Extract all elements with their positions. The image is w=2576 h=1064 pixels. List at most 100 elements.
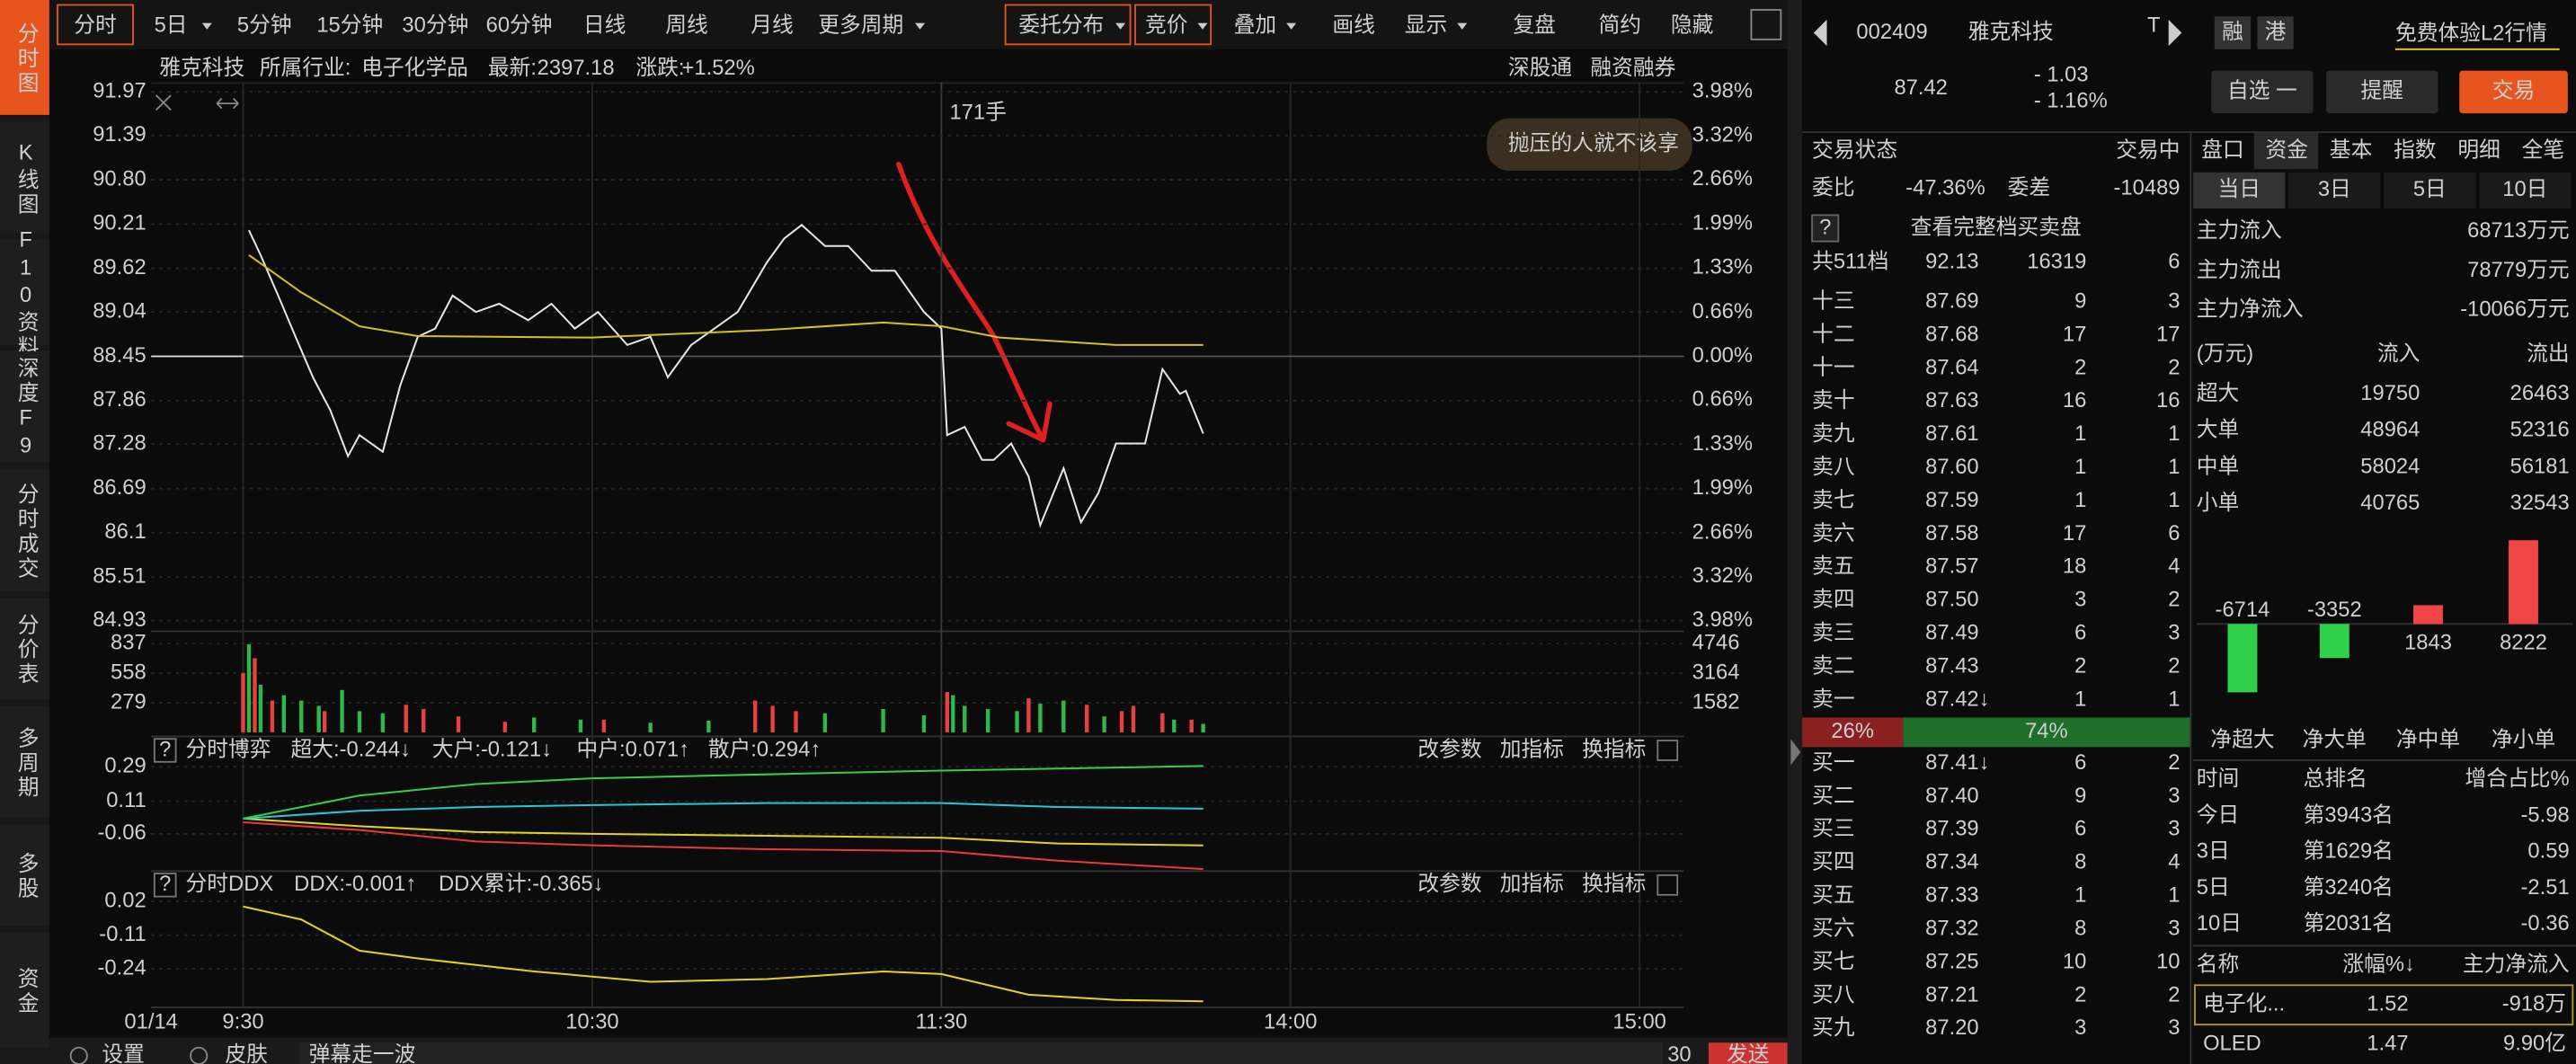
label[interactable]: 发送 <box>1727 1042 1770 1064</box>
prev-arrow[interactable] <box>1813 19 1827 47</box>
label[interactable]: 盘口 <box>2201 137 2244 162</box>
label: 所属行业: <box>260 56 351 80</box>
label[interactable]: 融资融券 <box>1590 56 1675 80</box>
panel-tool[interactable]: 改参数 <box>1417 737 1482 761</box>
net-bar <box>2509 540 2538 625</box>
toolbar-active[interactable] <box>57 4 134 46</box>
toolbar-item[interactable]: 委托分布 <box>1018 13 1104 38</box>
sidebar-tab-label[interactable]: K线图 <box>13 140 38 217</box>
label: 17 <box>2063 322 2086 346</box>
sidebar-tab[interactable] <box>0 239 49 345</box>
sidebar-tab-label[interactable]: 分价表 <box>13 613 39 687</box>
sidebar-tab[interactable] <box>0 469 49 591</box>
quote-button[interactable] <box>2326 70 2438 114</box>
toolbar-item[interactable]: 显示 <box>1405 13 1448 38</box>
y2-tick-label: 2.66% <box>1692 519 1753 544</box>
sidebar-tab-label[interactable]: F10资料 <box>13 228 39 360</box>
selected-row[interactable] <box>2194 984 2574 1026</box>
toolbar-item[interactable]: 竞价 <box>1145 13 1188 38</box>
send-button[interactable] <box>1708 1042 1788 1064</box>
sidebar-tab[interactable] <box>0 121 49 234</box>
label[interactable]: 明细 <box>2457 137 2500 162</box>
toolbar-item[interactable]: 15分钟 <box>316 13 383 38</box>
help-icon[interactable] <box>1811 214 1840 243</box>
sidebar-tab-label[interactable]: 多股 <box>13 852 39 901</box>
label[interactable]: 5日 <box>2413 177 2447 201</box>
period-tab[interactable] <box>2479 172 2572 209</box>
toolbar-active[interactable] <box>1134 4 1212 46</box>
quote-button[interactable] <box>2211 70 2314 114</box>
sidebar-tab[interactable] <box>0 705 49 818</box>
toolbar-item[interactable]: 叠加 <box>1234 13 1277 38</box>
toolbar-item[interactable]: 30分钟 <box>402 13 468 38</box>
toolbar-item[interactable]: 简约 <box>1598 13 1641 38</box>
toolbar-active[interactable] <box>1004 4 1132 46</box>
help-icon[interactable] <box>153 738 177 763</box>
toolbar-item[interactable]: 隐藏 <box>1671 13 1714 38</box>
label: T <box>2147 13 2161 38</box>
sidebar-tab[interactable] <box>0 0 49 115</box>
label[interactable]: 提醒 <box>2361 79 2404 103</box>
sidebar-tab-label[interactable]: 分时成交 <box>13 483 39 581</box>
label[interactable]: 皮肤 <box>225 1042 268 1064</box>
toolbar-item[interactable]: 月线 <box>751 13 794 38</box>
toolbar-item[interactable]: 画线 <box>1332 13 1375 38</box>
tab-active[interactable] <box>2253 133 2319 170</box>
label[interactable]: 交易 <box>2492 79 2536 103</box>
label[interactable]: 设置 <box>102 1042 145 1064</box>
label[interactable]: 免费体验L2行情 <box>2395 22 2547 46</box>
label: 买三 <box>1812 817 1855 841</box>
toolbar-item[interactable]: 更多周期 <box>818 13 903 38</box>
toolbar-item[interactable]: 5分钟 <box>237 13 292 38</box>
close-icon[interactable] <box>155 94 172 111</box>
label[interactable]: 资金 <box>2266 137 2309 162</box>
sidebar-tab-label[interactable]: 分时图 <box>13 22 38 96</box>
sidebar-tab[interactable] <box>0 598 49 700</box>
settings-icon[interactable] <box>69 1046 88 1064</box>
toolbar-item[interactable]: 复盘 <box>1513 13 1556 38</box>
panel-tool[interactable]: 改参数 <box>1417 872 1482 896</box>
quote-button[interactable] <box>2459 70 2568 114</box>
toolbar-item[interactable]: 周线 <box>665 13 708 38</box>
period-tab[interactable] <box>2384 172 2476 209</box>
help-icon[interactable] <box>153 873 177 898</box>
resize-icon[interactable] <box>216 97 239 110</box>
next-arrow[interactable] <box>2168 19 2182 47</box>
label[interactable]: 当日 <box>2218 177 2261 201</box>
label[interactable]: 3日 <box>2318 177 2351 201</box>
sidebar-tab[interactable] <box>0 351 49 464</box>
y2-tick-label: 1.99% <box>1692 475 1753 500</box>
toolbar-item[interactable]: 5日 <box>155 13 188 38</box>
sidebar-tab[interactable] <box>0 932 49 1048</box>
panel-close[interactable] <box>1657 740 1679 761</box>
label[interactable]: 查看完整档买卖盘 <box>1911 215 2082 239</box>
skin-icon[interactable] <box>190 1046 209 1064</box>
x-tick-label: 15:00 <box>1612 1010 1666 1034</box>
danmaku-input[interactable] <box>298 1042 1663 1064</box>
panel-tool[interactable]: 加指标 <box>1500 737 1564 761</box>
label[interactable]: 自选 一 <box>2227 79 2297 103</box>
label[interactable]: 10日 <box>2502 177 2547 201</box>
panel-close[interactable] <box>1657 873 1679 896</box>
label[interactable]: 全笔 <box>2522 137 2565 162</box>
toolbar-item[interactable]: 分时 <box>74 13 117 38</box>
sidebar-tab-label[interactable]: 多周期 <box>13 726 39 800</box>
label[interactable]: 基本 <box>2330 137 2373 162</box>
sidebar-tab-label[interactable]: 深度F9 <box>13 357 39 461</box>
panel-tool[interactable]: 加指标 <box>1500 872 1564 896</box>
toolbar-item[interactable]: 60分钟 <box>486 13 553 38</box>
sidebar-tab-label[interactable]: 资金 <box>13 967 39 1016</box>
panel-tool[interactable]: 换指标 <box>1582 737 1646 761</box>
label[interactable]: 深股通 <box>1508 56 1572 80</box>
panel-tool[interactable]: 换指标 <box>1582 872 1646 896</box>
toolbar-item[interactable]: 日线 <box>583 13 626 38</box>
y2-tick-label: 1582 <box>1692 689 1740 714</box>
volume-bar <box>253 658 257 732</box>
fullscreen-icon[interactable] <box>1750 9 1782 40</box>
volume-bar <box>945 692 949 732</box>
period-tab[interactable] <box>2288 172 2381 209</box>
sidebar-tab[interactable] <box>0 824 49 927</box>
period-tab[interactable] <box>2193 172 2286 209</box>
dropdown-arrow <box>1457 22 1468 30</box>
label[interactable]: 指数 <box>2394 137 2437 162</box>
